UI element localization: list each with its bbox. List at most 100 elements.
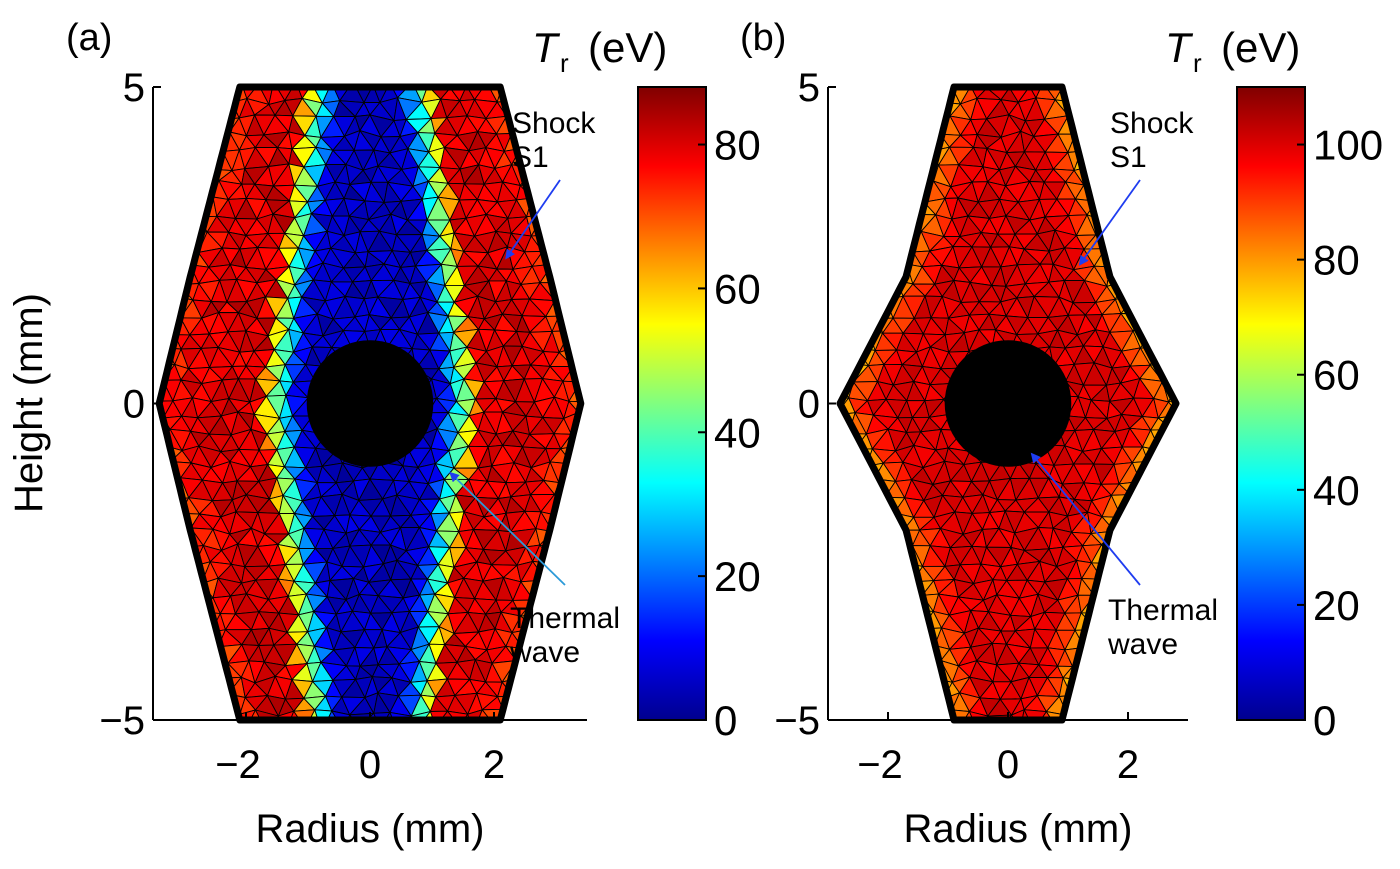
panel-b-mesh-cell: [1132, 530, 1156, 546]
panel-a-mesh-cell: [538, 693, 564, 713]
panel-a-mesh-cell: [159, 215, 181, 234]
panel-a-mesh-cell: [181, 661, 202, 680]
panel-b-mesh-cell: [885, 547, 904, 567]
panel-a-mesh-cell: [578, 677, 581, 695]
panel-a-mesh-cell: [178, 596, 199, 612]
panel-a-mesh-cell: [242, 70, 259, 84]
panel-a-mesh-cell: [568, 711, 581, 720]
panel-b-colorbar-title-var: T: [1165, 24, 1194, 71]
panel-b-mesh-cell: [905, 179, 925, 203]
panel-b-mesh-cell: [849, 99, 865, 120]
panel-a-mesh-cell: [165, 249, 180, 270]
panel-a-mesh-cell: [159, 626, 174, 649]
panel-b-mesh-cell: [1180, 547, 1200, 563]
panel-b-mesh-cell: [1166, 661, 1176, 685]
panel-a-mesh-cell: [159, 133, 181, 155]
panel-b-mesh-cell: [874, 213, 897, 232]
panel-a-mesh-cell: [133, 351, 152, 367]
panel-a-mesh-cell: [190, 610, 212, 633]
panel-b-mesh-cell: [840, 643, 855, 668]
panel-a-mesh-cell: [159, 664, 177, 679]
panel-b-mesh-cell: [1095, 181, 1117, 202]
panel-a-mesh-cell: [239, 709, 257, 720]
panel-b-mesh-cell: [1149, 494, 1169, 518]
panel-b-mesh-cell: [840, 464, 861, 483]
panel-b-mesh-cell: [1179, 395, 1197, 416]
panel-b-mesh-cell: [1143, 295, 1159, 315]
panel-b-mesh-cell: [821, 169, 838, 186]
panel-b-x-tick-label: 0: [997, 743, 1019, 787]
panel-b-mesh-cell: [913, 134, 932, 152]
panel-b-mesh-cell: [882, 645, 906, 664]
panel-a-mesh-cell: [159, 609, 181, 628]
panel-a-mesh-cell: [159, 347, 167, 369]
panel-a-mesh-cell: [246, 66, 270, 85]
panel-a-mesh-cell: [159, 87, 175, 102]
panel-b-mesh-cell: [807, 428, 830, 450]
panel-b-mesh-cell: [1179, 563, 1199, 583]
panel-a-mesh-cell: [159, 576, 172, 598]
panel-a-xlabel: Radius (mm): [256, 807, 485, 851]
panel-a-mesh-cell: [159, 577, 162, 598]
panel-b-mesh-cell: [863, 577, 886, 600]
panel-b-mesh-cell: [868, 251, 889, 270]
panel-b-mesh-cell: [901, 609, 923, 633]
panel-a-mesh-cell: [172, 97, 194, 118]
panel-a-mesh-cell: [572, 283, 581, 304]
panel-a-mesh-cell: [578, 182, 581, 201]
panel-b-mesh-cell: [863, 496, 886, 515]
panel-b-mesh-cell: [1172, 694, 1176, 713]
panel-b-mesh-cell: [1124, 677, 1146, 700]
panel-a-mesh-cell: [528, 709, 556, 720]
panel-b-mesh-cell: [858, 545, 876, 565]
panel-a-colorbar-title-var: T: [532, 24, 561, 71]
panel-b-mesh-cell: [811, 677, 826, 699]
panel-b-colorbar-tick-label: 80: [1313, 237, 1360, 284]
panel-a-mesh-cell: [566, 680, 581, 695]
panel-a-mesh-cell: [213, 66, 228, 86]
panel-b-mesh-cell: [906, 133, 927, 150]
panel-a-mesh-cell: [171, 713, 192, 720]
panel-a-mesh-cell: [551, 263, 570, 284]
panel-b-mesh-cell: [883, 597, 906, 613]
panel-b-mesh-cell: [1179, 381, 1202, 395]
panel-a-mesh-cell: [270, 65, 285, 82]
panel-b-mesh-cell: [1167, 710, 1176, 720]
panel-b-mesh-cell: [868, 229, 886, 254]
panel-b-mesh-cell: [862, 661, 884, 678]
panel-a-mesh-cell: [178, 150, 201, 167]
panel-b-mesh-cell: [1112, 69, 1132, 82]
panel-b-mesh-cell: [840, 313, 856, 334]
panel-b-mesh-cell: [901, 713, 923, 720]
panel-a-mesh-cell: [159, 264, 161, 287]
panel-b-mesh-cell: [1111, 212, 1132, 238]
panel-a-mesh-cell: [580, 381, 581, 403]
panel-b-mesh-cell: [896, 609, 914, 633]
panel-b-mesh-cell: [840, 581, 842, 598]
panel-b-mesh-cell: [887, 680, 905, 699]
panel-b-mesh-cell: [1101, 659, 1127, 683]
panel-b-mesh-cell: [1101, 693, 1124, 714]
panel-b-mesh-cell: [1092, 660, 1114, 683]
panel-a-label: (a): [66, 17, 112, 59]
panel-b-mesh-cell: [910, 645, 936, 668]
panel-b-mesh-cell: [862, 644, 884, 666]
panel-a-mesh-cell: [189, 165, 211, 185]
panel-a-mesh-cell: [135, 631, 153, 648]
panel-b-mesh-cell: [853, 199, 877, 221]
panel-a-mesh-cell: [559, 216, 581, 233]
panel-b-mesh-cell: [895, 180, 914, 202]
panel-a-mesh-cell: [173, 151, 192, 172]
panel-b-mesh-cell: [1143, 313, 1159, 331]
panel-a-mesh-cell: [179, 182, 201, 200]
panel-b-mesh-cell: [852, 496, 874, 515]
panel-b-mesh-cell: [859, 185, 874, 201]
panel-a-mesh-cell: [159, 566, 181, 580]
panel-b-mesh-cell: [1160, 530, 1176, 548]
panel-b-mesh-cell: [906, 116, 928, 136]
panel-b-mesh-cell: [840, 135, 859, 153]
panel-a-mesh-cell: [566, 693, 581, 714]
panel-a-mesh-cell: [373, 69, 390, 85]
panel-a-mesh-cell: [133, 329, 155, 351]
